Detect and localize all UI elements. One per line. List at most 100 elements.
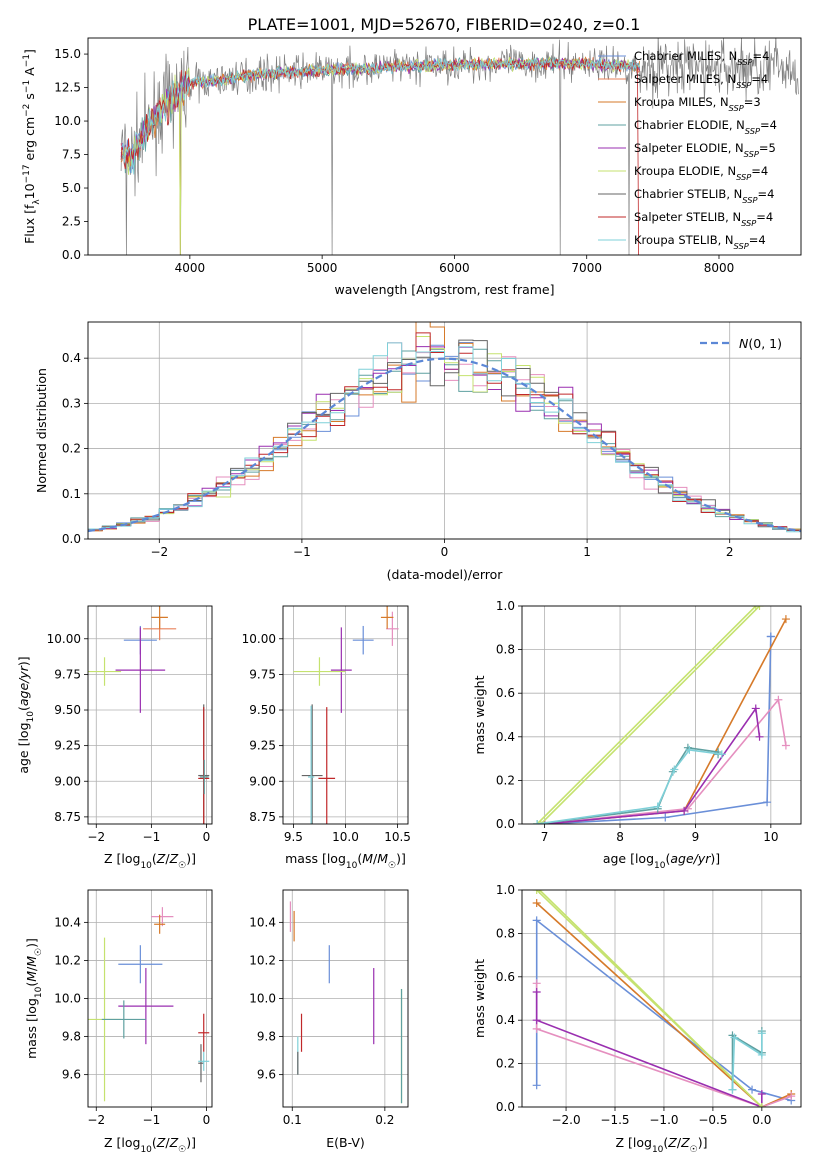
x-axis-label: (data-model)/error [387,567,504,582]
x-tick-label: 9.5 [284,830,303,844]
weight-marker [653,802,662,811]
x-tick-label: −2 [150,545,168,559]
y-tick-label: 9.00 [249,774,276,788]
y-tick-label: 0.4 [496,730,515,744]
weight-marker [532,890,541,894]
spectrum-axes: 4000 5000 6000 7000 8000 0.0 2.5 5.0 7.5 10.0 12.5… [54,47,734,275]
weight-marker [532,1081,541,1090]
y-tick-label: 9.6 [257,1068,276,1082]
legend-label: N(0, 1) [739,336,782,351]
weight-marker [728,1085,737,1094]
weight-marker [774,695,783,704]
y-tick-label: 10.0 [249,992,276,1006]
y-tick-label: 0.0 [496,1100,515,1114]
x-tick-label: 7 [541,830,549,844]
y-tick-label: 0.2 [496,773,515,787]
y-tick-label: 9.75 [249,667,276,681]
x-tick-label: 10.5 [384,830,411,844]
x-tick-label: 0 [203,830,211,844]
y-tick-label: 0.0 [62,532,81,546]
weight-line [536,902,792,1107]
weight-marker [757,1050,766,1059]
weight-marker [751,704,760,713]
x-tick-label: −2 [87,830,105,844]
weight-line [535,992,763,1107]
x-axis-label: E(B-V) [326,1135,365,1150]
y-tick-label: 10.00 [47,632,81,646]
x-tick-label: 0.2 [375,1113,394,1127]
x-tick-label: 1 [583,545,591,559]
y-tick-label: 5.0 [62,181,81,195]
weight-marker [755,732,764,741]
y-tick-label: 0.0 [496,817,515,831]
weight-line [536,746,719,824]
weight-marker [730,1033,739,1042]
y-tick-label: 7.5 [62,148,81,162]
y-axis-label: age [log10(age/yr)] [16,656,36,773]
mass_vs_EBV-frame [282,889,409,1108]
x-tick-label: −2 [87,1113,105,1127]
x-tick-label: −2.0 [551,1113,580,1127]
legend-label: Kroupa STELIB, NSSP=4 [634,233,766,251]
weight-line [544,706,761,824]
y-tick-label: 9.50 [54,703,81,717]
legend-label: Kroupa ELODIE, NSSP=4 [634,164,768,182]
y-tick-label: 12.5 [54,81,81,95]
weight-marker [766,632,775,641]
spectrum-frame [87,37,802,256]
weight-marker [685,745,694,754]
spectrum-legend: Chabrier MILES, NSSP=4 Salpeter MILES, NS… [598,49,777,251]
weight-marker [763,798,772,807]
normal-curve [88,357,801,533]
y-tick-label: 9.8 [62,1030,81,1044]
y-tick-label: 8.75 [54,810,81,824]
y-tick-label: 0.3 [62,396,81,410]
residuals-axes: −2 −1 0 1 2 0.0 0.1 0.2 0.3 0.4 [62,322,801,559]
residuals-frame [87,321,802,540]
legend-label: Kroupa MILES, NSSP=3 [634,95,761,113]
weight-marker [781,615,790,624]
y-tick-label: 9.8 [257,1030,276,1044]
x-tick-label: 0.1 [283,1113,302,1127]
weight_vs_Z-frame [521,889,802,1108]
mass_vs_EBV-axes: 0.1 0.2 9.6 9.8 10.0 10.2 10.4 [249,890,408,1127]
weight-marker [532,1016,541,1025]
y-tick-label: 1.0 [496,883,515,897]
weight-line [539,890,763,1107]
y-tick-label: 0.0 [62,248,81,262]
x-tick-label: 5000 [307,261,338,275]
weight-marker [533,820,542,824]
y-tick-label: 0.6 [496,686,515,700]
y-tick-label: 9.50 [249,703,276,717]
x-tick-label: 0 [441,545,449,559]
x-tick-label: 10.0 [332,830,359,844]
weight-marker [787,1092,796,1101]
x-axis-label: Z [log10(Z/Z☉)] [104,851,196,871]
y-tick-label: 9.75 [54,667,81,681]
weight-marker [661,813,670,822]
x-tick-label: −1.0 [649,1113,678,1127]
x-tick-label: 8000 [704,261,735,275]
weight-line [544,636,772,824]
y-tick-label: 9.6 [62,1068,81,1082]
y-tick-label: 15.0 [54,47,81,61]
legend-label: Salpeter MILES, NSSP=4 [634,72,768,90]
y-tick-label: 10.00 [242,632,276,646]
mass_vs_Z-frame [87,889,213,1108]
weight-line [544,697,787,824]
x-axis-label: wavelength [Angstrom, rest frame] [334,282,554,297]
weight-line [731,1033,763,1090]
x-tick-label: −0.5 [698,1113,727,1127]
y-tick-label: 1.0 [496,599,515,613]
x-axis-label: Z [log10(Z/Z☉)] [615,1135,707,1155]
residuals-legend: N(0, 1) [700,336,782,351]
legend-label: Salpeter ELODIE, NSSP=5 [634,141,776,159]
x-axis-label: mass [log10(M/M☉)] [285,851,406,871]
y-tick-label: 10.4 [249,915,276,929]
x-axis-label: Z [log10(Z/Z☉)] [104,1135,196,1155]
y-axis-label: mass [log10(M/M☉)] [24,938,44,1059]
weight-marker [680,806,689,815]
x-tick-label: −1 [143,1113,161,1127]
weight-line [540,606,761,824]
y-axis-label: Normed distribution [34,368,49,493]
